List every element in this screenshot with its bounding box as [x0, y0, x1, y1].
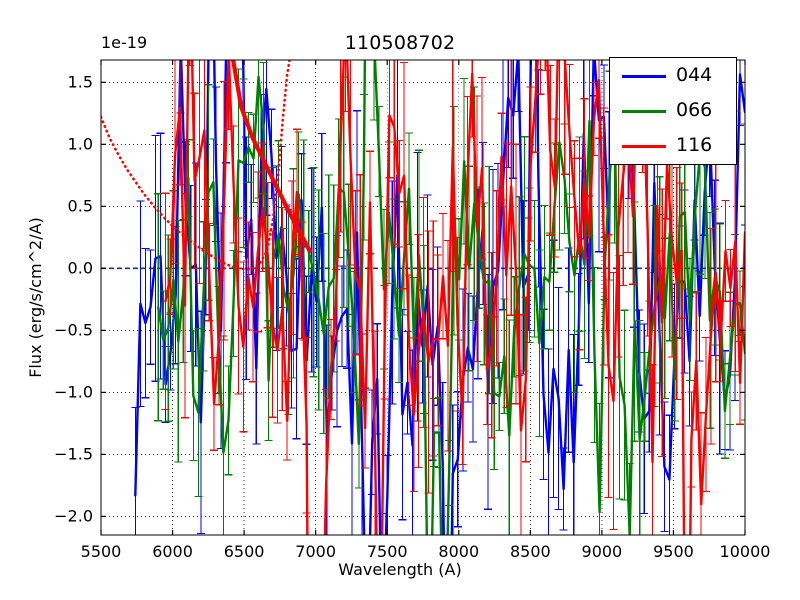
legend-swatch-066 [622, 110, 666, 113]
y-tick-label: 1.5 [67, 72, 93, 92]
legend-entry-044[interactable]: 044 [610, 59, 738, 95]
series-116 [161, 60, 745, 535]
axes-frame [100, 59, 746, 536]
y-axis-offset-label: 1e-19 [101, 33, 148, 52]
legend-label-044: 044 [676, 64, 713, 86]
legend-entry-066[interactable]: 066 [610, 94, 738, 130]
legend[interactable]: 044 066 116 [609, 57, 737, 165]
x-tick-label: 8500 [509, 542, 551, 561]
y-tick-label: 0.0 [67, 258, 93, 278]
x-tick-label: 6000 [152, 542, 193, 561]
legend-label-116: 116 [676, 134, 713, 156]
y-tick-label: −1.5 [54, 444, 93, 464]
y-tick-label: 1.0 [67, 134, 93, 154]
legend-label-066: 066 [676, 99, 713, 121]
model-curve-layer [101, 60, 312, 271]
chart-title: 110508702 [344, 32, 456, 54]
x-tick-label: 10000 [719, 542, 771, 561]
y-tick-label: −0.5 [54, 320, 93, 340]
legend-entry-116[interactable]: 116 [610, 129, 738, 165]
x-tick-label: 7500 [366, 542, 408, 561]
y-tick-label: −1.0 [54, 382, 93, 402]
x-tick-label: 6500 [223, 542, 265, 561]
y-axis-label: Flux (erg/s/cm^2/A) [26, 217, 45, 378]
legend-swatch-116 [622, 145, 666, 148]
x-tick-label: 5500 [80, 542, 122, 561]
legend-swatch-044 [622, 75, 666, 78]
x-tick-label: 7000 [295, 542, 337, 561]
x-tick-label: 9000 [581, 542, 623, 561]
x-tick-label: 8000 [438, 542, 480, 561]
y-tick-label: 0.5 [67, 196, 93, 216]
x-axis-label: Wavelength (A) [338, 560, 462, 579]
data-series-layer [131, 60, 745, 535]
x-tick-label: 9500 [653, 542, 694, 561]
y-tick-label: −2.0 [54, 506, 93, 526]
